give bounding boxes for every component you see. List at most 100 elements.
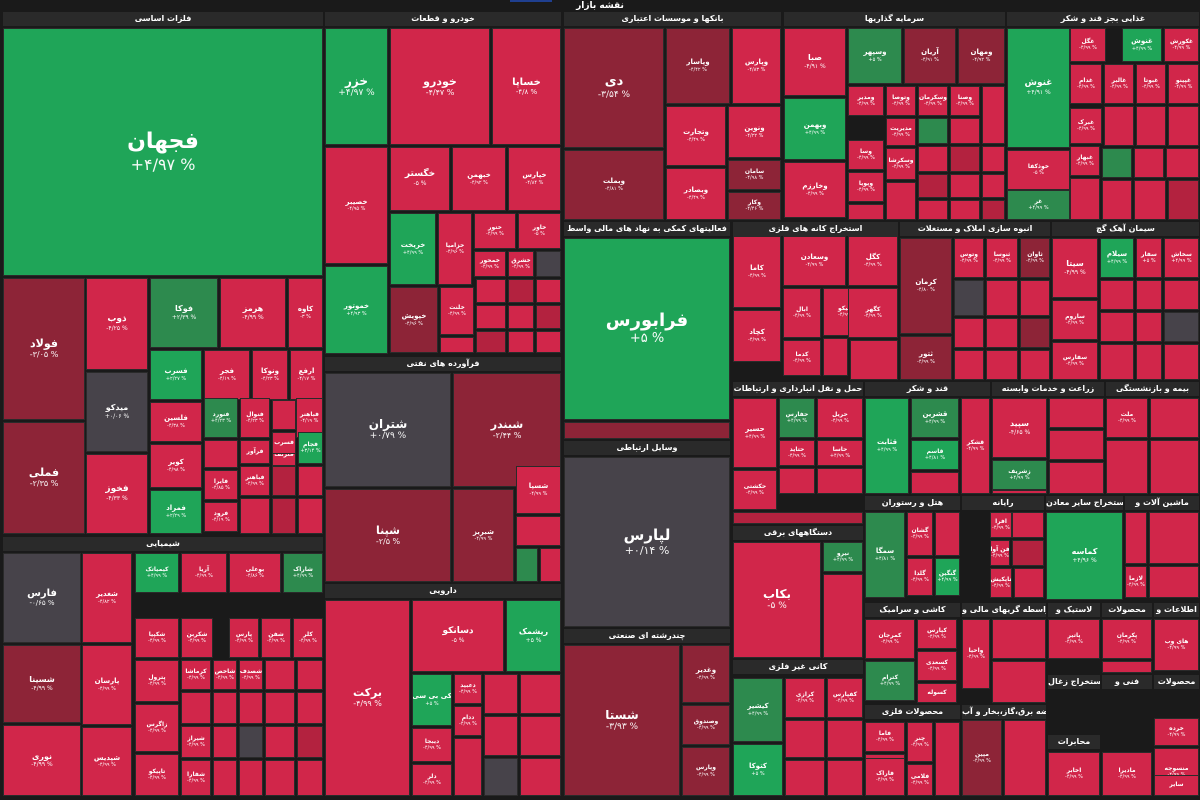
stock-tile[interactable]: ذوب -۴/۲۵ % <box>86 278 148 370</box>
stock-tile[interactable]: فایرا -۴/۸۵ % <box>204 470 238 500</box>
minor-stock-tile[interactable] <box>911 472 959 494</box>
minor-stock-tile[interactable] <box>213 692 237 724</box>
minor-stock-tile[interactable] <box>1012 540 1044 566</box>
stock-tile[interactable]: شفن -۴/۹۹ % <box>261 618 291 658</box>
minor-stock-tile[interactable] <box>1106 440 1148 494</box>
stock-tile[interactable]: نیرو +۴/۹۹ % <box>823 542 863 572</box>
minor-stock-tile[interactable] <box>1164 344 1199 380</box>
stock-tile[interactable]: شتران +۰/۷۹ % <box>325 373 451 487</box>
stock-tile[interactable]: ومدیر -۴/۹۹ % <box>848 86 884 116</box>
stock-tile[interactable]: فنورد +۴/۲۳ % <box>204 398 238 438</box>
minor-stock-tile[interactable] <box>1134 180 1166 220</box>
minor-stock-tile[interactable] <box>520 674 561 714</box>
stock-tile[interactable]: حاسا +۴/۹۹ % <box>817 440 863 466</box>
minor-stock-tile[interactable] <box>785 720 825 758</box>
stock-tile[interactable]: غبوتا -۴/۹۹ % <box>1136 64 1166 104</box>
minor-stock-tile[interactable] <box>1168 180 1199 220</box>
minor-stock-tile[interactable] <box>564 422 730 439</box>
minor-stock-tile[interactable] <box>918 118 948 144</box>
stock-tile[interactable]: کاما -۴/۹۹ % <box>733 236 781 308</box>
minor-stock-tile[interactable] <box>265 692 295 724</box>
minor-stock-tile[interactable] <box>265 726 295 758</box>
minor-stock-tile[interactable] <box>733 512 863 524</box>
stock-tile[interactable]: غبهار -۴/۹۹ % <box>1070 146 1100 176</box>
stock-tile[interactable]: وخارزم -۴/۹۹ % <box>784 162 846 218</box>
stock-tile[interactable]: فوکا +۲/۳۹ % <box>150 278 218 348</box>
minor-stock-tile[interactable] <box>848 204 884 220</box>
minor-stock-tile[interactable] <box>265 660 295 690</box>
minor-stock-tile[interactable] <box>950 146 980 172</box>
stock-tile[interactable]: ثنوسا -۴/۹۹ % <box>986 238 1018 278</box>
minor-stock-tile[interactable] <box>516 516 561 546</box>
stock-tile[interactable]: خبهمن -۴/۹۲ % <box>452 147 506 211</box>
stock-tile[interactable]: غنوش +۴/۹۱ % <box>1007 28 1070 148</box>
stock-tile[interactable]: کترام +۴/۹۹ % <box>865 661 915 701</box>
stock-tile[interactable]: سفارس -۴/۹۹ % <box>1052 342 1098 380</box>
minor-stock-tile[interactable] <box>918 174 948 198</box>
stock-tile[interactable]: ددام -۴/۹۹ % <box>454 706 482 736</box>
stock-tile[interactable]: میدکو +۰/۰۶ % <box>86 372 148 452</box>
minor-stock-tile[interactable] <box>540 548 561 582</box>
stock-tile[interactable]: افرا -۴/۹۹ % <box>990 512 1012 538</box>
stock-tile[interactable]: غپینو -۴/۹۹ % <box>1168 64 1199 104</box>
minor-stock-tile[interactable] <box>265 760 295 796</box>
stock-tile[interactable]: غکورش -۴/۹۹ % <box>1164 28 1199 62</box>
stock-tile[interactable]: غدام -۴/۹۹ % <box>1070 64 1102 104</box>
minor-stock-tile[interactable] <box>239 726 263 758</box>
stock-tile[interactable]: شاراک +۴/۹۹ % <box>283 553 323 593</box>
stock-tile[interactable]: کمرجان -۴/۹۹ % <box>865 619 915 659</box>
stock-tile[interactable]: ریشمک +۵ % <box>506 600 561 672</box>
minor-stock-tile[interactable] <box>992 490 1047 494</box>
stock-tile[interactable]: غنوش +۴/۹۹ % <box>1122 28 1162 62</box>
stock-tile[interactable]: فجر -۴/۱۹ % <box>204 350 250 400</box>
stock-tile[interactable]: فرود -۴/۱۹ % <box>204 502 238 532</box>
stock-tile[interactable]: شکپیا -۴/۹۹ % <box>135 618 179 658</box>
minor-stock-tile[interactable] <box>950 118 980 144</box>
stock-tile[interactable]: کلر -۴/۹۹ % <box>293 618 323 658</box>
minor-stock-tile[interactable] <box>454 738 482 796</box>
minor-stock-tile[interactable] <box>982 86 1005 144</box>
stock-tile[interactable]: خشرق -۴/۹۹ % <box>508 251 534 277</box>
stock-tile[interactable]: وصندوق -۴/۹۹ % <box>682 705 730 745</box>
stock-tile[interactable]: ومهان -۴/۹۲ % <box>958 28 1005 84</box>
minor-stock-tile[interactable] <box>1164 312 1199 342</box>
stock-tile[interactable]: فباهنر -۴/۹۹ % <box>240 466 270 496</box>
minor-stock-tile[interactable] <box>1100 312 1134 342</box>
stock-tile[interactable]: سیتا -۴/۹۹ % <box>1052 238 1098 298</box>
stock-tile[interactable]: فجام +۳/۱۴ % <box>298 432 323 464</box>
stock-tile[interactable]: وتوس -۴/۹۹ % <box>954 238 984 278</box>
stock-tile[interactable]: کیشیر +۴/۹۹ % <box>733 678 783 742</box>
minor-stock-tile[interactable] <box>1102 661 1152 673</box>
stock-tile[interactable]: شصدف -۴/۹۹ % <box>239 660 263 690</box>
stock-tile[interactable]: کسوله <box>917 683 957 703</box>
minor-stock-tile[interactable] <box>950 174 980 198</box>
minor-stock-tile[interactable] <box>536 331 561 353</box>
stock-tile[interactable]: شبریز -۴/۹۹ % <box>453 489 514 582</box>
minor-stock-tile[interactable] <box>1049 462 1104 494</box>
stock-tile[interactable]: وسعادن -۴/۹۹ % <box>783 236 846 286</box>
minor-stock-tile[interactable] <box>181 692 211 724</box>
minor-stock-tile[interactable] <box>918 200 948 220</box>
stock-tile[interactable]: خگستر -۵ % <box>390 147 450 211</box>
stock-tile[interactable]: فاراک -۴/۹۹ % <box>865 758 905 796</box>
stock-tile[interactable]: خلنت -۴/۹۹ % <box>440 287 474 335</box>
stock-tile[interactable]: ونوکا -۴/۲۳ % <box>252 350 288 400</box>
minor-stock-tile[interactable] <box>297 660 323 690</box>
minor-stock-tile[interactable] <box>508 305 534 329</box>
minor-stock-tile[interactable] <box>817 468 863 494</box>
stock-tile[interactable]: سیلام +۴/۹۹ % <box>1100 238 1134 278</box>
stock-tile[interactable]: ساروم -۴/۹۹ % <box>1052 300 1098 340</box>
stock-tile[interactable]: خساپا -۴/۸ % <box>492 28 561 145</box>
minor-stock-tile[interactable] <box>1004 720 1046 796</box>
stock-tile[interactable]: فخوز -۴/۳۳ % <box>86 454 148 534</box>
stock-tile[interactable]: وتجارت -۴/۴۹ % <box>666 106 726 166</box>
stock-tile[interactable]: بکاب -۵ % <box>733 542 821 658</box>
stock-tile[interactable]: کتوکا +۵ % <box>733 744 783 796</box>
minor-stock-tile[interactable] <box>1049 398 1104 428</box>
minor-stock-tile[interactable] <box>297 760 323 796</box>
minor-stock-tile[interactable] <box>508 331 534 353</box>
stock-tile[interactable]: گشان -۴/۹۹ % <box>907 512 933 556</box>
minor-stock-tile[interactable] <box>1136 106 1166 146</box>
stock-tile[interactable]: وسکرمان -۴/۹۹ % <box>918 86 948 116</box>
stock-tile[interactable]: آریان -۴/۹۱ % <box>904 28 956 84</box>
